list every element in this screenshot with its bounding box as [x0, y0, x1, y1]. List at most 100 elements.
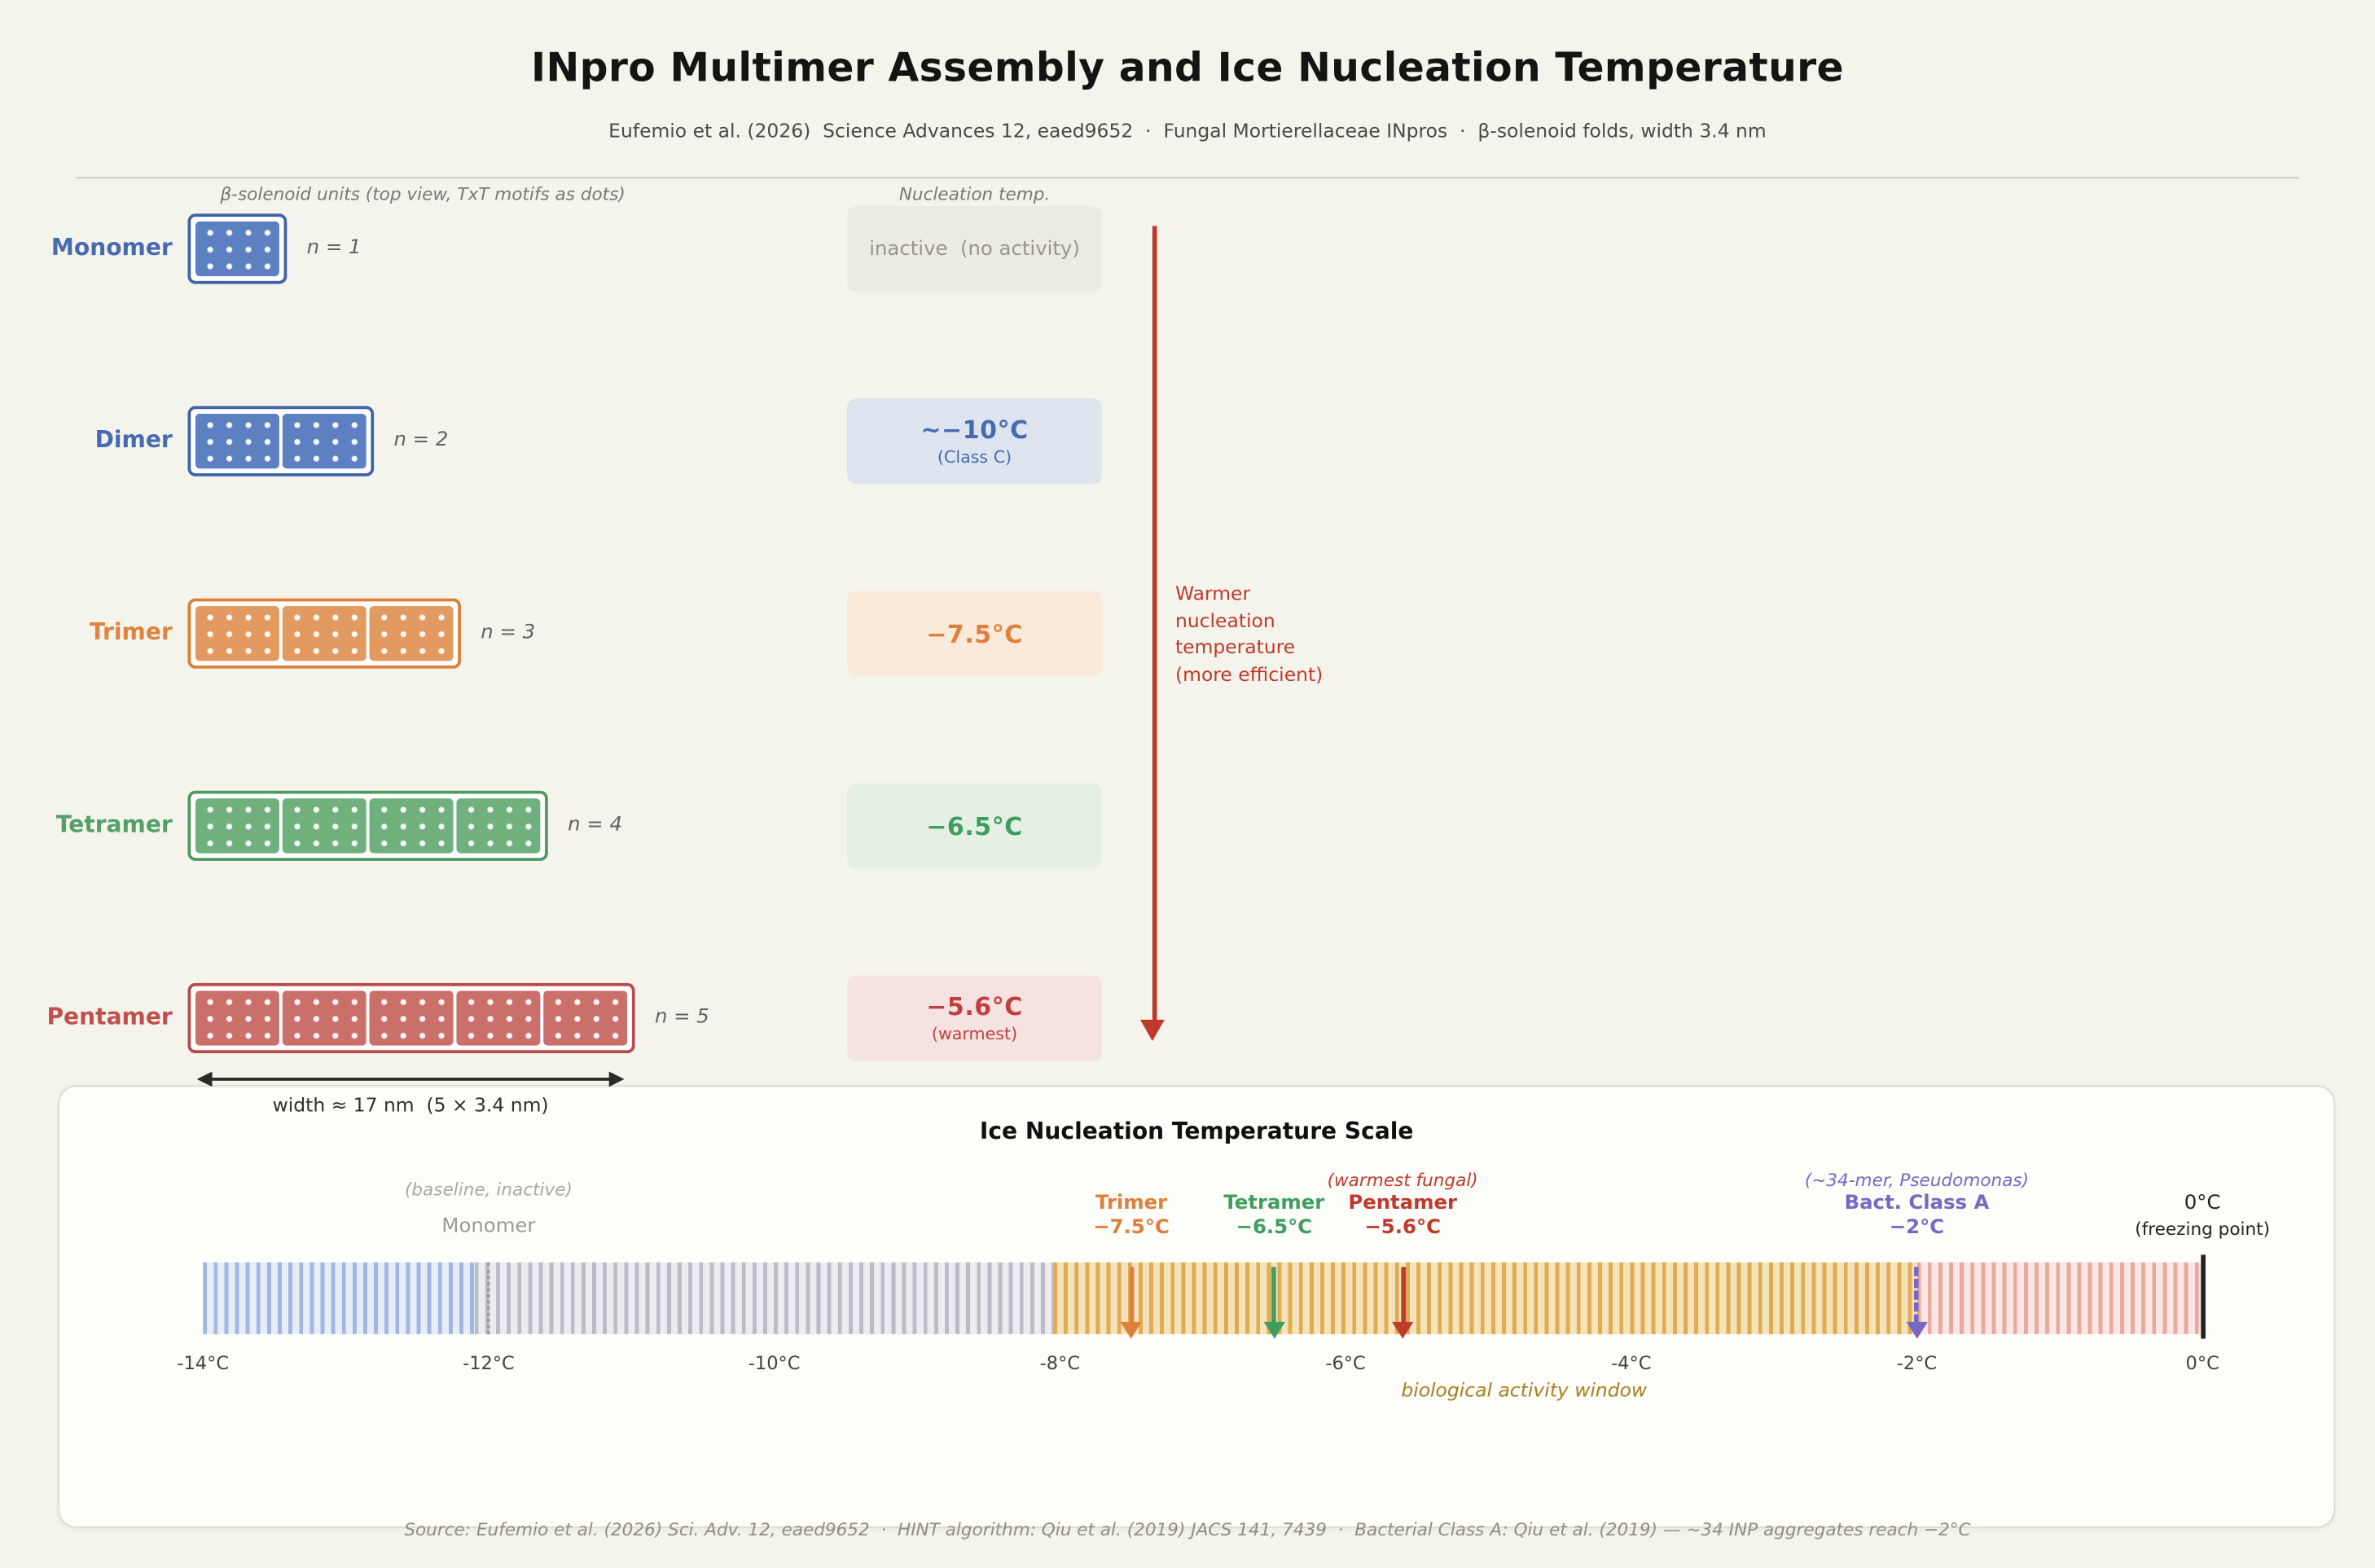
solenoid-unit [282, 413, 367, 469]
multimer-label-pentamer: Pentamer [46, 1003, 173, 1030]
down-arrowhead-icon [1392, 1321, 1414, 1339]
multimer-graphic-trimer [187, 598, 461, 669]
scale-marker-label-bacterial-class-a: (~34-mer, Pseudomonas) Bact. Class A −2°C [1749, 1168, 2084, 1241]
efficiency-note: Warmer nucleation temperature (more effi… [1174, 581, 1324, 685]
activity-window-label: biological activity window [1401, 1378, 1648, 1402]
scale-marker-text: Trimer [1095, 1192, 1168, 1215]
efficiency-arrow [1152, 226, 1157, 1023]
page-title: INpro Multimer Assembly and Ice Nucleati… [530, 46, 1844, 92]
solenoid-unit [369, 798, 454, 854]
axis-tick-label: -2°C [1896, 1352, 1938, 1374]
scale-marker-text: 0°C [2184, 1192, 2221, 1215]
n-count-label: n = 4 [568, 813, 622, 837]
solenoid-unit [456, 990, 541, 1046]
axis-tick-label: -6°C [1325, 1352, 1366, 1374]
axis-tick-label: -4°C [1611, 1352, 1652, 1374]
scale-marker-text: Bact. Class A [1844, 1192, 1990, 1215]
temp-box-trimer: −7.5°C [847, 591, 1103, 677]
temp-box-tetramer: −6.5°C [847, 783, 1103, 869]
solenoid-unit [282, 798, 367, 854]
temperature-column-header: Nucleation temp. [898, 182, 1051, 205]
scale-marker-text: Tetramer [1223, 1192, 1325, 1215]
scale-marker-label-monomer: (baseline, inactive) Monomer [321, 1177, 656, 1240]
header-divider [76, 177, 2299, 179]
scale-bar-segment-0 [203, 1262, 475, 1334]
multimer-label-trimer: Trimer [89, 617, 173, 646]
multimer-graphic-monomer [187, 213, 288, 284]
scale-bar-segment-3 [1916, 1262, 2203, 1334]
width-annotation-arrow [210, 1078, 611, 1081]
axis-tick-label: -10°C [748, 1352, 801, 1374]
multimer-graphic-tetramer [187, 790, 548, 861]
temp-value: ~−10°C [920, 415, 1029, 445]
assembly-column-header: β-solenoid units (top view, TxT motifs a… [220, 182, 626, 205]
scale-marker-text: −2°C [1889, 1216, 1945, 1240]
axis-tick-label: -14°C [177, 1352, 230, 1374]
scale-bar-segment-1 [474, 1262, 1053, 1334]
scale-marker-label-freezing-point: 0°C (freezing point) [2035, 1192, 2370, 1241]
temp-value: inactive (no activity) [869, 237, 1080, 261]
page-subtitle: Eufemio et al. (2026) Science Advances 1… [608, 119, 1767, 143]
n-count-label: n = 5 [654, 1005, 709, 1030]
scale-marker-label-trimer: Trimer −7.5°C [964, 1192, 1299, 1241]
scale-arrow-stem [1400, 1267, 1406, 1324]
source-footer: Source: Eufemio et al. (2026) Sci. Adv. … [404, 1518, 1971, 1540]
scale-marker-text: −7.5°C [1093, 1216, 1170, 1240]
multimer-graphic-dimer [187, 406, 375, 477]
temp-box-pentamer: −5.6°C (warmest) [847, 975, 1103, 1061]
width-annotation-label: width ≈ 17 nm (5 × 3.4 nm) [272, 1092, 549, 1116]
temp-subtext: (Class C) [937, 447, 1012, 468]
freezing-point-line [2201, 1254, 2205, 1339]
temp-value: −5.6°C [926, 992, 1023, 1021]
baseline-dotted-line [487, 1262, 490, 1334]
scale-marker-text: −5.6°C [1364, 1216, 1442, 1240]
scale-marker-text: (freezing point) [2135, 1218, 2271, 1240]
temp-value: −6.5°C [926, 811, 1023, 841]
temp-box-dimer: ~−10°C (Class C) [847, 398, 1103, 485]
axis-tick-label: -12°C [463, 1352, 515, 1374]
left-arrowhead-icon [196, 1071, 213, 1087]
down-arrowhead-icon [1263, 1321, 1285, 1339]
n-count-label: n = 1 [306, 236, 362, 260]
scale-marker-text: −6.5°C [1236, 1216, 1313, 1240]
down-arrowhead-icon [1120, 1321, 1143, 1339]
multimer-label-tetramer: Tetramer [55, 810, 173, 838]
multimer-label-dimer: Dimer [94, 425, 173, 454]
solenoid-unit [195, 798, 279, 854]
solenoid-unit [369, 990, 454, 1046]
temp-subtext: (warmest) [931, 1024, 1018, 1044]
temp-value: −7.5°C [926, 618, 1023, 648]
scale-marker-text: (baseline, inactive) [404, 1178, 573, 1200]
solenoid-unit [369, 605, 454, 661]
solenoid-unit [282, 990, 367, 1046]
scale-panel-title: Ice Nucleation Temperature Scale [979, 1117, 1414, 1145]
scale-marker-text: (warmest fungal) [1327, 1169, 1478, 1191]
solenoid-unit [195, 990, 279, 1046]
solenoid-unit [456, 798, 541, 854]
scale-arrow-stem [1129, 1267, 1134, 1324]
n-count-label: n = 3 [481, 621, 536, 644]
scale-marker-text: Monomer [441, 1214, 536, 1238]
solenoid-unit [195, 605, 279, 661]
scale-marker-text: (~34-mer, Pseudomonas) [1804, 1169, 2030, 1191]
n-count-label: n = 2 [393, 428, 449, 452]
axis-tick-label: -8°C [1039, 1352, 1081, 1374]
scale-arrow-stem [1271, 1267, 1277, 1324]
solenoid-unit [195, 221, 279, 277]
solenoid-unit [543, 990, 628, 1046]
multimer-graphic-pentamer [187, 982, 635, 1054]
down-arrowhead-icon [1906, 1321, 1928, 1339]
solenoid-unit [195, 413, 279, 469]
efficiency-down-arrowhead-icon [1139, 1019, 1165, 1042]
multimer-label-monomer: Monomer [50, 233, 173, 261]
temp-box-monomer: inactive (no activity) [847, 205, 1103, 292]
right-arrowhead-icon [608, 1071, 625, 1087]
scale-bar-segment-2 [1052, 1262, 1917, 1334]
scale-marker-text: Pentamer [1348, 1192, 1458, 1215]
scale-arrow-stem [1914, 1267, 1920, 1324]
scale-marker-label-pentamer: (warmest fungal) Pentamer −5.6°C [1235, 1168, 1570, 1241]
scale-marker-label-tetramer: Tetramer −6.5°C [1106, 1192, 1442, 1241]
axis-tick-label: 0°C [2185, 1352, 2219, 1374]
solenoid-unit [282, 605, 367, 661]
